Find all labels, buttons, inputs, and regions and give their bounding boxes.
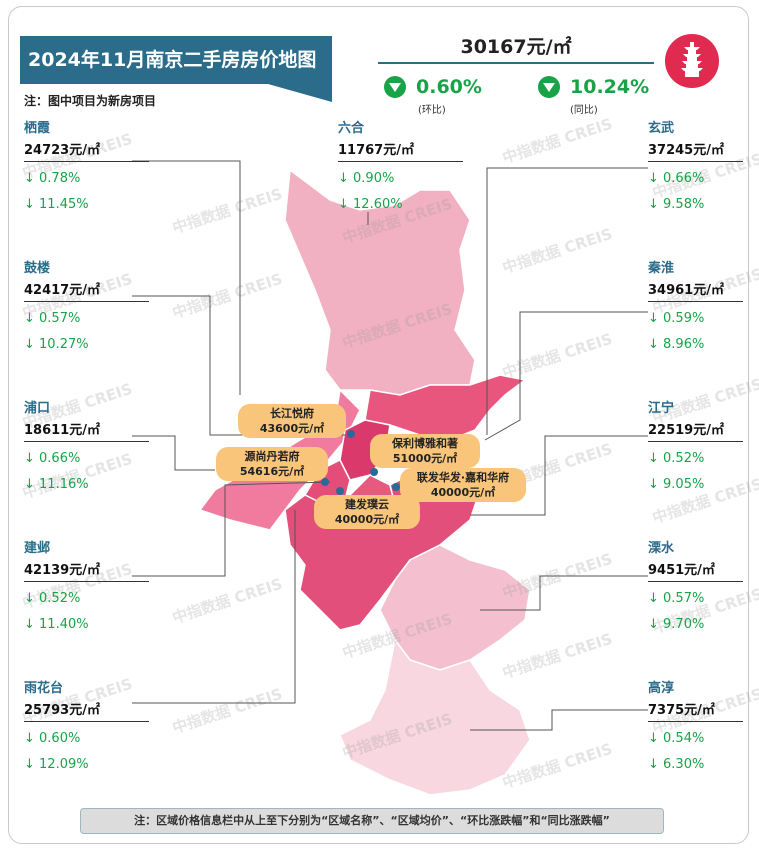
footnote: 注：区域价格信息栏中从上至下分别为“区域名称”、“区域均价”、“环比涨跌幅”和“… <box>80 808 664 834</box>
project-name: 保利博雅和著 <box>392 437 458 450</box>
city-yoy-label: (同比) <box>570 105 598 116</box>
district-price: 34961元/㎡ <box>648 279 743 302</box>
project-price: 40000元/㎡ <box>334 513 400 526</box>
project-pill: 长江悦府 43600元/㎡ <box>238 404 346 438</box>
project-price: 40000元/㎡ <box>430 486 496 499</box>
district-name: 高淳 <box>648 681 675 696</box>
city-mom-label: (环比) <box>418 105 446 116</box>
poster-frame <box>8 6 749 844</box>
district-name: 雨花台 <box>24 681 64 696</box>
district-price: 7375元/㎡ <box>648 699 743 722</box>
region-luhe <box>284 168 476 396</box>
pagoda-logo-icon <box>665 34 719 88</box>
city-mom-value: 0.60% <box>416 76 482 98</box>
city-yoy-value: 10.24% <box>570 76 650 98</box>
project-location-marker <box>370 468 378 476</box>
district-price: 18611元/㎡ <box>24 419 149 442</box>
district-price: 22519元/㎡ <box>648 419 743 442</box>
district-name: 玄武 <box>648 121 675 136</box>
district-yoy: ↓ 10.27% <box>24 337 89 352</box>
district-yoy: ↓ 9.58% <box>648 197 705 212</box>
map-note: 注：图中项目为新房项目 <box>24 94 157 108</box>
project-price: 51000元/㎡ <box>392 452 458 465</box>
district-lishui: 溧水 9451元/㎡ ↓ 0.57% ↓ 9.70% <box>648 537 743 632</box>
district-name: 浦口 <box>24 401 51 416</box>
district-name: 秦淮 <box>648 261 675 276</box>
district-yoy: ↓ 12.09% <box>24 757 89 772</box>
district-price: 42417元/㎡ <box>24 279 149 302</box>
project-price: 43600元/㎡ <box>259 422 325 435</box>
district-gulou: 鼓楼 42417元/㎡ ↓ 0.57% ↓ 10.27% <box>24 257 149 352</box>
district-mom: ↓ 0.57% <box>24 311 81 326</box>
district-xuanwu: 玄武 37245元/㎡ ↓ 0.66% ↓ 9.58% <box>648 117 743 212</box>
project-location-marker <box>336 487 344 495</box>
district-yuhuatai: 雨花台 25793元/㎡ ↓ 0.60% ↓ 12.09% <box>24 677 149 772</box>
district-price: 9451元/㎡ <box>648 559 743 582</box>
district-mom: ↓ 0.78% <box>24 171 81 186</box>
district-yoy: ↓ 9.70% <box>648 617 705 632</box>
project-name: 联发华发·嘉和华府 <box>416 471 510 484</box>
district-mom: ↓ 0.52% <box>24 591 81 606</box>
district-jianye: 建邺 42139元/㎡ ↓ 0.52% ↓ 11.40% <box>24 537 149 632</box>
district-price: 37245元/㎡ <box>648 139 743 162</box>
district-name: 鼓楼 <box>24 261 51 276</box>
project-location-marker <box>347 430 355 438</box>
district-price: 42139元/㎡ <box>24 559 149 582</box>
district-mom: ↓ 0.90% <box>338 171 395 186</box>
project-pill: 联发华发·嘉和华府 40000元/㎡ <box>400 468 526 502</box>
down-arrow-icon <box>384 76 406 98</box>
region-gaochun <box>339 638 531 796</box>
district-name: 栖霞 <box>24 121 51 136</box>
district-yoy: ↓ 8.96% <box>648 337 705 352</box>
district-mom: ↓ 0.66% <box>648 171 705 186</box>
down-arrow-icon <box>538 76 560 98</box>
city-avg-price: 30167元/㎡ <box>460 36 572 58</box>
district-name: 建邺 <box>24 541 51 556</box>
district-price: 24723元/㎡ <box>24 139 149 162</box>
project-pill: 保利博雅和著 51000元/㎡ <box>370 434 480 468</box>
city-yoy: 10.24% <box>538 76 649 98</box>
region-qixia <box>364 374 527 441</box>
price-divider <box>378 62 654 64</box>
district-mom: ↓ 0.54% <box>648 731 705 746</box>
page-title: 2024年11月南京二手房房价地图 <box>20 36 332 84</box>
project-pill: 源尚丹若府 54616元/㎡ <box>216 447 328 481</box>
district-yoy: ↓ 9.05% <box>648 477 705 492</box>
project-price: 54616元/㎡ <box>239 465 305 478</box>
district-mom: ↓ 0.52% <box>648 451 705 466</box>
city-mom: 0.60% <box>384 76 482 98</box>
project-location-marker <box>392 483 400 491</box>
district-yoy: ↓ 6.30% <box>648 757 705 772</box>
district-pukou: 浦口 18611元/㎡ ↓ 0.66% ↓ 11.16% <box>24 397 149 492</box>
district-gaochun: 高淳 7375元/㎡ ↓ 0.54% ↓ 6.30% <box>648 677 743 772</box>
district-yoy: ↓ 11.45% <box>24 197 89 212</box>
district-mom: ↓ 0.66% <box>24 451 81 466</box>
project-location-marker <box>321 478 329 486</box>
district-price: 11767元/㎡ <box>338 139 463 162</box>
district-qinhuai: 秦淮 34961元/㎡ ↓ 0.59% ↓ 8.96% <box>648 257 743 352</box>
title-banner-tail <box>268 84 332 102</box>
district-yoy: ↓ 11.16% <box>24 477 89 492</box>
district-luhe: 六合 11767元/㎡ ↓ 0.90% ↓ 12.60% <box>338 117 463 212</box>
district-price: 25793元/㎡ <box>24 699 149 722</box>
project-name: 长江悦府 <box>270 407 314 420</box>
district-mom: ↓ 0.59% <box>648 311 705 326</box>
project-name: 源尚丹若府 <box>244 450 300 463</box>
project-name: 建发璞云 <box>345 498 389 511</box>
district-name: 江宁 <box>648 401 675 416</box>
district-yoy: ↓ 12.60% <box>338 197 403 212</box>
project-pill: 建发璞云 40000元/㎡ <box>314 495 420 529</box>
district-qixia: 栖霞 24723元/㎡ ↓ 0.78% ↓ 11.45% <box>24 117 149 212</box>
district-mom: ↓ 0.60% <box>24 731 81 746</box>
district-yoy: ↓ 11.40% <box>24 617 89 632</box>
district-name: 溧水 <box>648 541 675 556</box>
district-mom: ↓ 0.57% <box>648 591 705 606</box>
district-name: 六合 <box>338 121 365 136</box>
district-jiangning: 江宁 22519元/㎡ ↓ 0.52% ↓ 9.05% <box>648 397 743 492</box>
